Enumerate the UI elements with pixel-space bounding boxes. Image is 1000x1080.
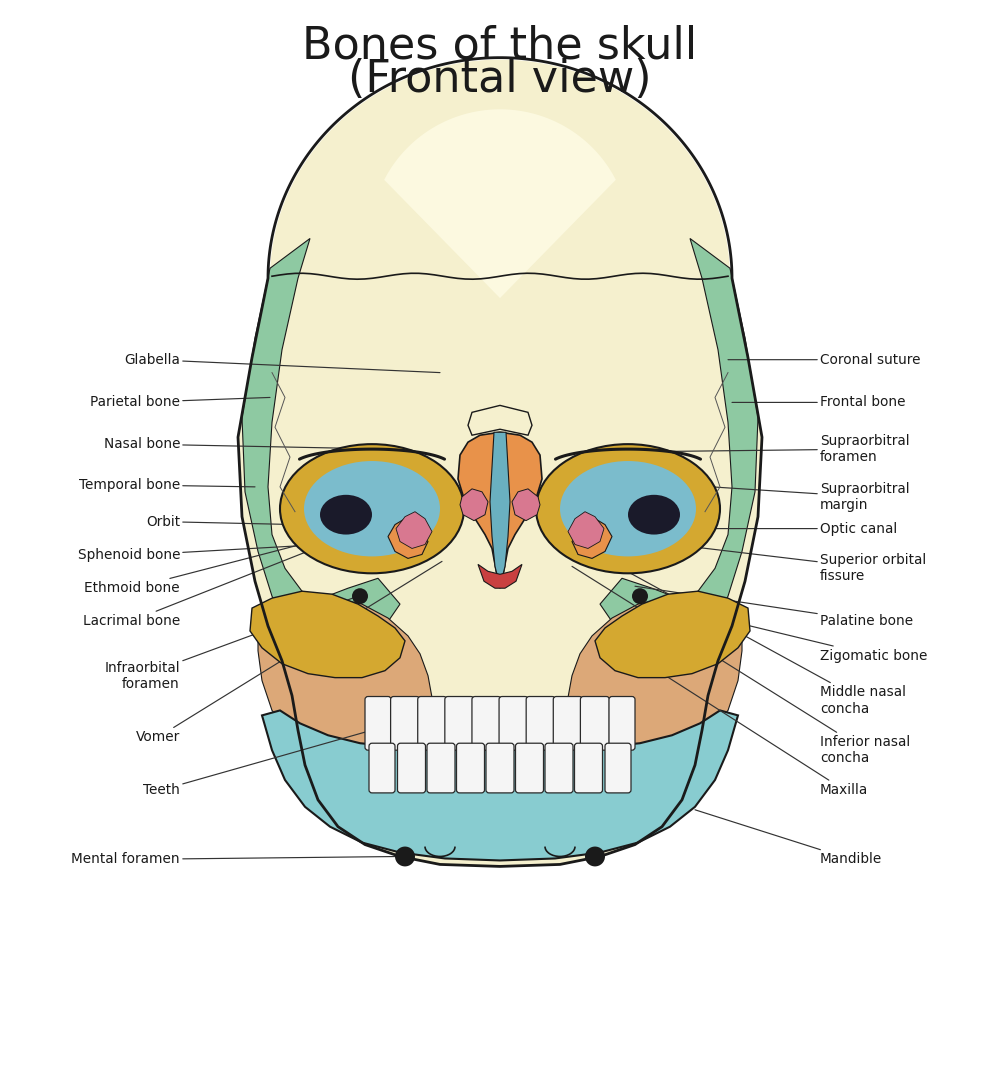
Text: Superior orbital
fissure: Superior orbital fissure <box>648 541 926 583</box>
Text: Maxilla: Maxilla <box>650 665 868 797</box>
Polygon shape <box>542 598 742 757</box>
Polygon shape <box>490 432 510 586</box>
Polygon shape <box>600 239 758 653</box>
FancyBboxPatch shape <box>397 743 426 793</box>
Text: Lacrimal bone: Lacrimal bone <box>83 537 345 627</box>
Ellipse shape <box>628 495 680 535</box>
Polygon shape <box>258 598 458 757</box>
Text: Coronal suture: Coronal suture <box>728 353 920 367</box>
Text: Inferior nasal
concha: Inferior nasal concha <box>572 566 910 766</box>
FancyBboxPatch shape <box>427 743 455 793</box>
Polygon shape <box>512 489 540 521</box>
Polygon shape <box>384 109 616 298</box>
Ellipse shape <box>304 461 440 556</box>
FancyBboxPatch shape <box>545 743 573 793</box>
Text: Parietal bone: Parietal bone <box>90 395 270 409</box>
FancyBboxPatch shape <box>445 697 474 751</box>
Polygon shape <box>478 565 522 589</box>
Text: VectorStock.com/48404570: VectorStock.com/48404570 <box>767 1032 978 1047</box>
Text: Frontal bone: Frontal bone <box>732 395 906 409</box>
Polygon shape <box>262 711 738 861</box>
FancyBboxPatch shape <box>609 697 635 751</box>
Text: Bones of the skull: Bones of the skull <box>302 25 698 68</box>
Polygon shape <box>250 591 405 677</box>
Text: Vomer: Vomer <box>136 562 442 744</box>
Text: Nasal bone: Nasal bone <box>104 437 390 451</box>
Polygon shape <box>388 518 428 558</box>
Ellipse shape <box>280 444 464 573</box>
FancyBboxPatch shape <box>369 743 395 793</box>
FancyBboxPatch shape <box>516 743 544 793</box>
FancyBboxPatch shape <box>499 697 528 751</box>
FancyBboxPatch shape <box>456 743 485 793</box>
Polygon shape <box>242 239 400 653</box>
Text: Ethmoid bone: Ethmoid bone <box>84 528 362 595</box>
Polygon shape <box>595 591 750 677</box>
FancyBboxPatch shape <box>580 697 609 751</box>
Ellipse shape <box>320 495 372 535</box>
Text: (Frontal view): (Frontal view) <box>348 57 652 100</box>
Circle shape <box>395 847 415 866</box>
Polygon shape <box>468 405 532 435</box>
Ellipse shape <box>536 444 720 573</box>
Ellipse shape <box>560 461 696 556</box>
Text: Middle nasal
concha: Middle nasal concha <box>578 544 906 716</box>
Circle shape <box>585 847 605 866</box>
Text: Mandible: Mandible <box>695 810 882 866</box>
Text: Infraorbital
foramen: Infraorbital foramen <box>104 596 358 691</box>
FancyBboxPatch shape <box>605 743 631 793</box>
Polygon shape <box>568 512 604 549</box>
Text: Palatine bone: Palatine bone <box>635 586 913 627</box>
FancyBboxPatch shape <box>418 697 447 751</box>
Text: Optic canal: Optic canal <box>658 522 897 536</box>
Polygon shape <box>572 518 612 558</box>
FancyBboxPatch shape <box>486 743 514 793</box>
Text: Sphenoid bone: Sphenoid bone <box>78 544 322 563</box>
Text: Temporal bone: Temporal bone <box>79 477 255 491</box>
FancyBboxPatch shape <box>365 697 391 751</box>
Circle shape <box>352 589 368 604</box>
FancyBboxPatch shape <box>574 743 602 793</box>
Polygon shape <box>458 432 542 589</box>
Text: Supraorbitral
margin: Supraorbitral margin <box>635 482 910 512</box>
Polygon shape <box>396 512 432 549</box>
Text: Supraorbitral
foramen: Supraorbitral foramen <box>612 434 910 464</box>
Text: Zigomatic bone: Zigomatic bone <box>668 606 927 663</box>
Text: Glabella: Glabella <box>124 353 440 373</box>
Polygon shape <box>238 59 762 866</box>
FancyBboxPatch shape <box>526 697 555 751</box>
FancyBboxPatch shape <box>391 697 420 751</box>
Text: Mental foramen: Mental foramen <box>71 852 400 866</box>
Circle shape <box>632 589 648 604</box>
Polygon shape <box>460 489 488 521</box>
FancyBboxPatch shape <box>553 697 582 751</box>
Text: Teeth: Teeth <box>143 727 382 797</box>
FancyBboxPatch shape <box>472 697 501 751</box>
Text: Orbit: Orbit <box>146 515 298 528</box>
Text: VectorStock®: VectorStock® <box>22 1030 162 1049</box>
